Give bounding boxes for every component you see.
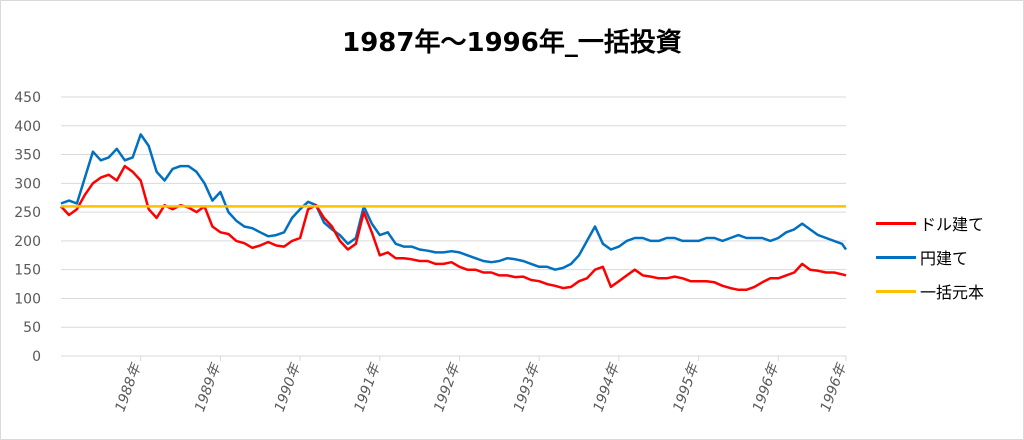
y-tick-label: 150: [14, 263, 41, 279]
x-tick-label: 1995年: [670, 360, 703, 414]
x-tick-label: 1990年: [272, 360, 305, 414]
legend-label: 円建て: [920, 249, 969, 268]
x-tick-label: 1988年: [112, 360, 145, 414]
x-tick-label: 1989年: [192, 360, 225, 414]
x-tick-label: 1996年: [818, 360, 851, 414]
y-tick-label: 100: [14, 291, 41, 307]
x-axis-ticks: 1988年 1989年 1990年 1991年 1992年 1993年 1994年 1995年…: [112, 356, 850, 414]
legend-swatch: [876, 255, 916, 259]
series-line-0: [60, 164, 847, 292]
x-tick-label: 1994年: [591, 360, 624, 414]
y-tick-label: 350: [14, 148, 41, 164]
series-line-1: [60, 133, 848, 271]
y-tick-label: 50: [23, 320, 41, 336]
y-tick-label: 200: [14, 234, 41, 250]
legend: ドル建て円建て一括元本: [876, 206, 984, 308]
y-tick-label: 400: [14, 119, 41, 135]
x-tick-label: 1996年: [750, 360, 783, 414]
legend-swatch: [876, 289, 916, 293]
y-tick-label: 450: [14, 90, 41, 106]
y-axis-ticks: 0 50 100 150 200 250 300 350 400 450: [14, 90, 41, 365]
y-tick-label: 0: [32, 349, 41, 365]
y-tick-label: 300: [14, 176, 41, 192]
legend-item: 円建て: [876, 240, 984, 274]
x-tick-label: 1993年: [511, 360, 544, 414]
series-lines: [60, 133, 848, 292]
legend-label: 一括元本: [920, 283, 985, 302]
x-tick-label: 1991年: [352, 360, 385, 414]
legend-label: ドル建て: [920, 215, 985, 234]
legend-swatch: [876, 221, 916, 225]
legend-item: 一括元本: [876, 274, 984, 308]
x-tick-label: 1992年: [431, 360, 464, 414]
legend-item: ドル建て: [876, 206, 984, 240]
chart-title: 1987年～1996年_一括投資: [342, 28, 682, 58]
gridlines: [61, 96, 846, 357]
y-tick-label: 250: [14, 205, 41, 221]
